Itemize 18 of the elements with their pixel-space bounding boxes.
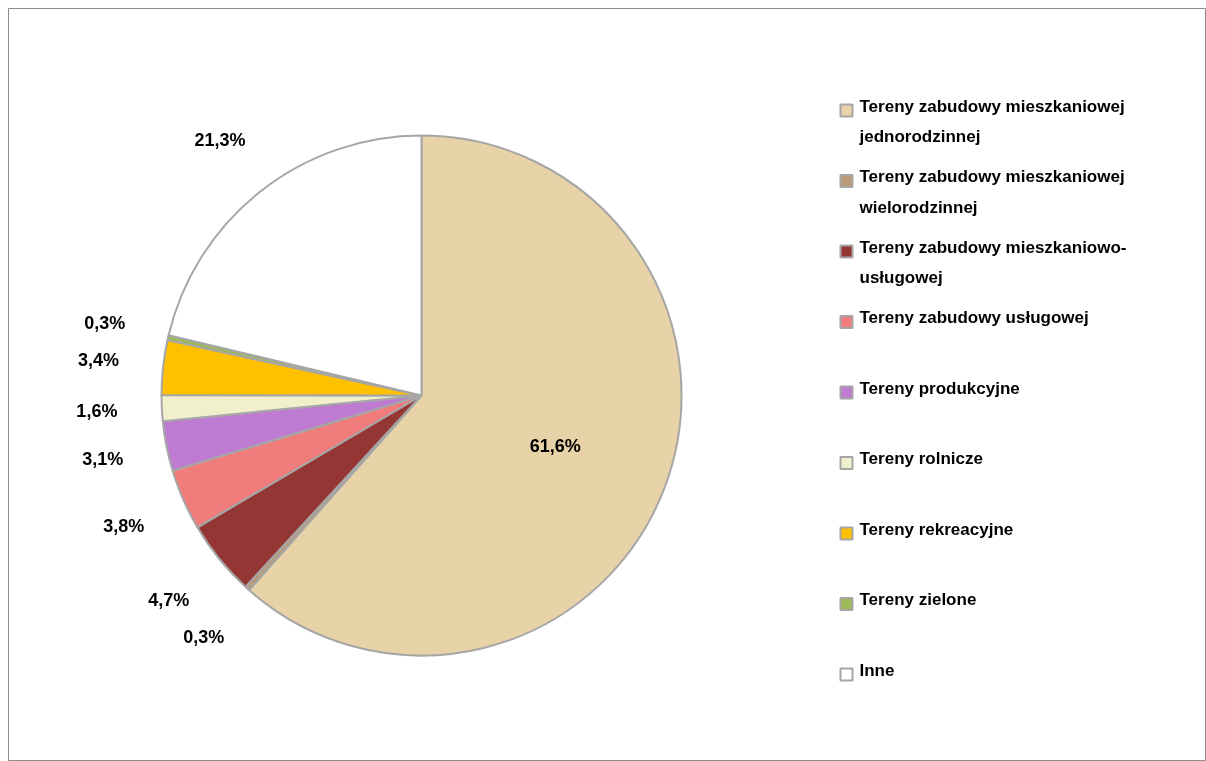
data-label: 3,8% [103, 515, 145, 536]
legend-label: Inne [859, 660, 895, 680]
legend-label: Tereny rolnicze [859, 449, 983, 469]
data-label: 3,1% [82, 448, 124, 469]
data-label: 0,3% [84, 313, 126, 334]
legend-label: Tereny rekreacyjne [859, 519, 1014, 539]
data-label: 0,3% [183, 626, 225, 647]
legend-label: Tereny zabudowy mieszkaniowej jednorodzinnej [858, 96, 1125, 147]
legend-label: Tereny zielone [859, 590, 977, 610]
data-label: 3,4% [77, 350, 119, 371]
legend-label: Tereny zabudowy mieszkaniowej wielorodzinnej [858, 167, 1125, 217]
legend-label: Tereny produkcyjne [859, 378, 1020, 398]
data-label: 1,6% [76, 401, 118, 422]
data-label: 21,3% [194, 130, 246, 151]
data-label: 4,7% [148, 589, 190, 610]
data-label: 61,6% [529, 436, 581, 457]
legend-label: Tereny zabudowy usługowej [859, 308, 1089, 328]
legend-label: Tereny zabudowy mieszkaniowo-usługowej [859, 237, 1127, 288]
